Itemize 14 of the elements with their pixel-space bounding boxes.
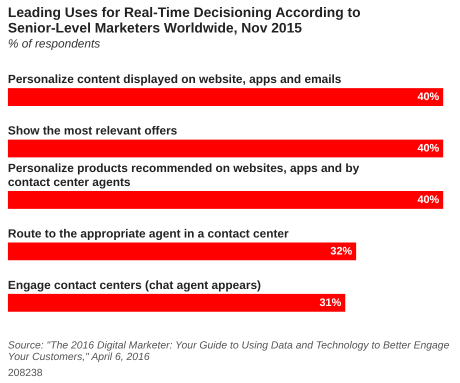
source-note: Source: "The 2016 Digital Marketer: Your Guide to Using Data and Technology to Better Engage Your Customers," April 6, 2016 — [8, 340, 450, 364]
data-label: 40% — [417, 91, 440, 104]
data-label: 31% — [320, 296, 342, 309]
chart-subtitle: % of respondents — [8, 36, 100, 51]
y-tick-label: Show the most relevant offers — [8, 124, 178, 138]
chart-title: Leading Uses for Real-Time Decisioning According to Senior-Level Marketers Worldwide, Nov 2015 — [8, 4, 361, 36]
y-tick-label: Personalize content displayed on website, apps and emails — [8, 72, 342, 86]
y-tick-label: Route to the appropriate agent in a contact center — [8, 226, 290, 241]
data-label: 40% — [417, 142, 440, 154]
data-label: 32% — [330, 245, 352, 258]
y-tick-label: Engage contact centers (chat agent appears) — [8, 278, 262, 292]
data-label: 40% — [417, 194, 440, 206]
text: 208238 — [8, 368, 43, 380]
y-tick-label: Personalize products recommended on websites, apps and by contact center agents — [8, 161, 360, 190]
